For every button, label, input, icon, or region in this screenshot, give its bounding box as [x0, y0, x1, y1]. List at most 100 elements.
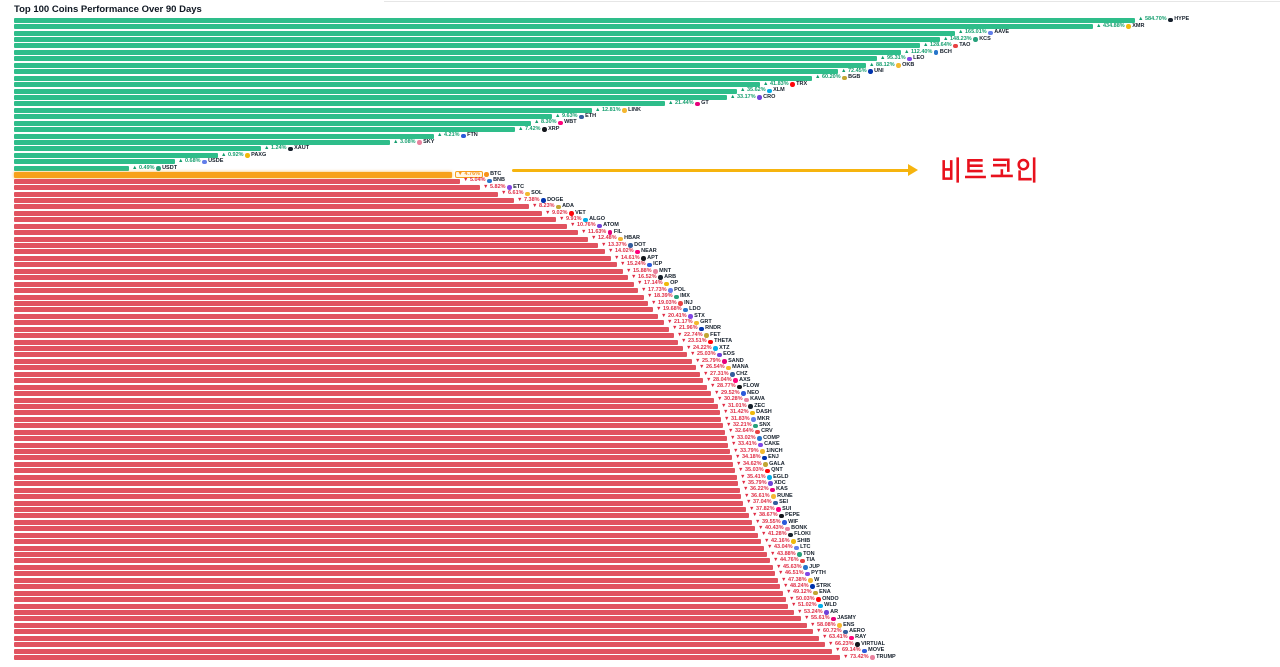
performance-bar[interactable] [14, 197, 514, 203]
performance-bar[interactable] [14, 552, 767, 558]
performance-bar[interactable] [14, 75, 812, 81]
performance-bar[interactable] [14, 236, 588, 242]
performance-bar[interactable] [14, 391, 711, 397]
performance-bar[interactable] [14, 442, 728, 448]
performance-bar[interactable] [14, 49, 901, 55]
performance-bar[interactable] [14, 56, 877, 62]
performance-bar[interactable] [14, 423, 723, 429]
performance-bar[interactable] [14, 210, 542, 216]
performance-bar[interactable] [14, 622, 807, 628]
performance-bar[interactable] [14, 140, 390, 146]
performance-bar[interactable] [14, 597, 786, 603]
performance-bar[interactable] [14, 461, 733, 467]
performance-bar[interactable] [14, 358, 692, 364]
performance-bar[interactable] [14, 532, 758, 538]
performance-bar[interactable] [14, 352, 687, 358]
performance-bar[interactable] [14, 455, 732, 461]
performance-bar[interactable] [14, 43, 920, 49]
performance-bar[interactable] [14, 403, 718, 409]
performance-bar[interactable] [14, 487, 740, 493]
performance-bar[interactable] [14, 397, 714, 403]
performance-bar[interactable] [14, 513, 749, 519]
performance-bar[interactable] [14, 243, 598, 249]
performance-bar[interactable] [14, 152, 218, 158]
performance-bar[interactable] [14, 481, 738, 487]
performance-bar[interactable] [14, 449, 730, 455]
performance-bar[interactable] [14, 313, 658, 319]
performance-bar[interactable] [14, 249, 605, 255]
performance-bar[interactable] [14, 300, 648, 306]
performance-bar[interactable] [14, 635, 819, 641]
performance-bar[interactable] [14, 17, 1135, 23]
performance-bar[interactable] [14, 101, 665, 107]
performance-bar[interactable] [14, 416, 721, 422]
performance-bar[interactable] [14, 24, 1093, 30]
performance-bar[interactable] [14, 519, 752, 525]
performance-bar[interactable] [14, 191, 498, 197]
performance-bar[interactable] [14, 629, 813, 635]
performance-bar[interactable] [14, 468, 735, 474]
performance-bar[interactable] [14, 37, 940, 43]
performance-bar[interactable] [14, 642, 825, 648]
performance-bar[interactable] [14, 539, 761, 545]
performance-bar[interactable] [14, 165, 129, 171]
performance-bar[interactable] [14, 500, 743, 506]
performance-bar[interactable] [14, 339, 678, 345]
performance-bar[interactable] [14, 294, 644, 300]
performance-bar[interactable] [14, 88, 737, 94]
performance-bar[interactable] [14, 268, 623, 274]
performance-bar[interactable] [14, 584, 780, 590]
performance-bar[interactable] [14, 223, 567, 229]
performance-bar[interactable] [14, 616, 801, 622]
performance-bar[interactable] [14, 609, 794, 615]
performance-bar[interactable] [14, 558, 770, 564]
performance-bar[interactable] [14, 146, 261, 152]
performance-bar[interactable] [14, 94, 727, 100]
performance-bar[interactable] [14, 230, 578, 236]
performance-bar[interactable] [14, 384, 707, 390]
performance-bar[interactable] [14, 262, 617, 268]
performance-bar[interactable] [14, 571, 775, 577]
bitcoin-performance-bar[interactable] [14, 171, 452, 178]
performance-bar[interactable] [14, 326, 669, 332]
performance-bar[interactable] [14, 30, 955, 36]
performance-bar[interactable] [14, 545, 764, 551]
performance-bar[interactable] [14, 436, 727, 442]
performance-bar[interactable] [14, 133, 434, 139]
performance-bar[interactable] [14, 410, 720, 416]
performance-bar[interactable] [14, 320, 664, 326]
performance-bar[interactable] [14, 275, 628, 281]
performance-bar[interactable] [14, 429, 725, 435]
performance-bar[interactable] [14, 62, 866, 68]
performance-bar[interactable] [14, 159, 175, 165]
performance-bar[interactable] [14, 204, 529, 210]
performance-bar[interactable] [14, 474, 737, 480]
performance-bar[interactable] [14, 120, 531, 126]
performance-bar[interactable] [14, 127, 515, 133]
performance-bar[interactable] [14, 346, 683, 352]
performance-bar[interactable] [14, 82, 760, 88]
performance-bar[interactable] [14, 255, 611, 261]
performance-bar[interactable] [14, 526, 755, 532]
performance-bar[interactable] [14, 365, 696, 371]
performance-bar[interactable] [14, 185, 480, 191]
performance-bar[interactable] [14, 564, 773, 570]
performance-bar[interactable] [14, 333, 674, 339]
performance-bar[interactable] [14, 69, 838, 75]
performance-bar[interactable] [14, 288, 638, 294]
performance-bar[interactable] [14, 217, 556, 223]
performance-bar[interactable] [14, 590, 783, 596]
performance-bar[interactable] [14, 494, 741, 500]
performance-bar[interactable] [14, 655, 840, 661]
performance-bar[interactable] [14, 114, 552, 120]
performance-bar[interactable] [14, 648, 832, 654]
performance-bar[interactable] [14, 107, 592, 113]
performance-bar[interactable] [14, 378, 703, 384]
performance-bar[interactable] [14, 281, 634, 287]
performance-bar[interactable] [14, 371, 700, 377]
performance-bar[interactable] [14, 307, 653, 313]
performance-bar[interactable] [14, 178, 460, 184]
performance-bar[interactable] [14, 577, 778, 583]
performance-bar[interactable] [14, 506, 746, 512]
performance-bar[interactable] [14, 603, 788, 609]
